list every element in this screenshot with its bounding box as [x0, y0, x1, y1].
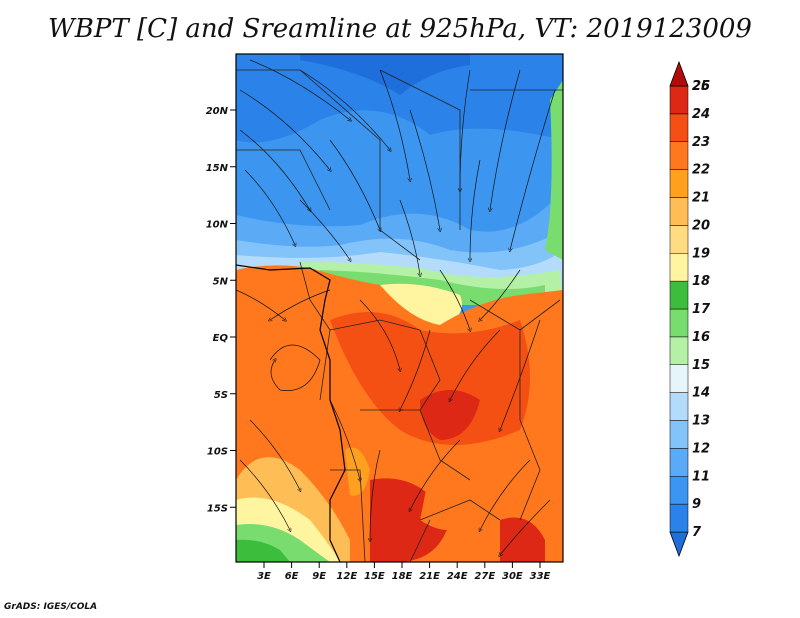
colorbar-swatch [669, 392, 689, 421]
colorbar-swatch [669, 448, 689, 477]
colorbar-swatch [669, 85, 689, 115]
colorbar-label: 21 [692, 191, 710, 206]
lat-tick-label: 5S [214, 390, 228, 401]
colorbar-label: 24 [692, 107, 710, 122]
colorbar-label: 18 [692, 274, 710, 289]
colorbar-swatch [669, 364, 689, 393]
lon-tick-label: 33E [530, 571, 551, 582]
colorbar-swatch [669, 225, 689, 254]
colorbar-swatch [669, 141, 689, 170]
colorbar-label: 23 [692, 135, 710, 150]
colorbar-label: 20 [692, 218, 710, 233]
colorbar-label: 26 [692, 79, 710, 94]
credit-text: GrADS: IGES/COLA [4, 602, 98, 612]
colorbar-swatch [669, 253, 689, 282]
coastline [236, 264, 346, 562]
colorbar-label: 9 [692, 497, 701, 512]
lon-tick-label: 12E [336, 571, 357, 582]
lat-tick-label: 20N [206, 106, 229, 117]
colorbar-label: 14 [692, 386, 710, 401]
colorbar-label: 12 [692, 441, 710, 456]
colorbar-swatch [669, 60, 689, 87]
lon-tick-label: 18E [392, 571, 413, 582]
latitude-axis: 20N 15N 10N 5N EQ 5S 10S 15S [206, 106, 236, 514]
colorbar-swatch [669, 476, 689, 505]
lon-tick-label: 9E [312, 571, 326, 582]
colorbar-swatch [669, 113, 689, 142]
colorbar-swatch [669, 420, 689, 449]
streamlines [236, 59, 556, 555]
lat-tick-label: 15N [206, 163, 229, 174]
lon-tick-label: 30E [502, 571, 523, 582]
lon-tick-label: 24E [447, 571, 468, 582]
lat-tick-label: 15S [207, 503, 228, 514]
map-frame [235, 53, 564, 563]
colorbar-label: 19 [692, 246, 710, 261]
colorbar-swatch [669, 169, 689, 198]
colorbar-label: 17 [692, 302, 711, 317]
colorbar-swatch [669, 503, 689, 533]
colorbar-label: 7 [692, 525, 702, 540]
colorbar-swatch [669, 336, 689, 365]
colorbar-label: 22 [692, 163, 710, 178]
lon-tick-label: 21E [419, 571, 440, 582]
map-title: WBPT [C] and Sreamline at 925hPa, VT: 20… [48, 14, 752, 44]
colorbar-label: 16 [692, 330, 710, 345]
colorbar-label: 11 [692, 469, 710, 484]
lon-tick-label: 15E [364, 571, 385, 582]
colorbar-label: 25 [692, 79, 710, 94]
wbpt-field [236, 54, 563, 562]
lon-tick-label: 27E [474, 571, 495, 582]
colorbar-swatch [669, 531, 689, 558]
country-borders [236, 69, 563, 562]
lon-tick-label: 6E [285, 571, 299, 582]
lat-tick-label: 5N [213, 276, 229, 287]
colorbar-swatch [669, 197, 689, 226]
lat-tick-label: EQ [213, 333, 229, 344]
colorbar-label: 15 [692, 358, 710, 373]
lat-tick-label: 10N [206, 220, 229, 231]
colorbar-swatch [669, 308, 689, 338]
longitude-axis: 3E 6E 9E 12E 15E 18E 21E 24E 27E 30E 33E [257, 562, 551, 582]
lat-tick-label: 10S [207, 447, 228, 458]
colorbar-swatch [669, 280, 689, 310]
colorbar-label: 13 [692, 414, 710, 429]
lon-tick-label: 3E [257, 571, 271, 582]
